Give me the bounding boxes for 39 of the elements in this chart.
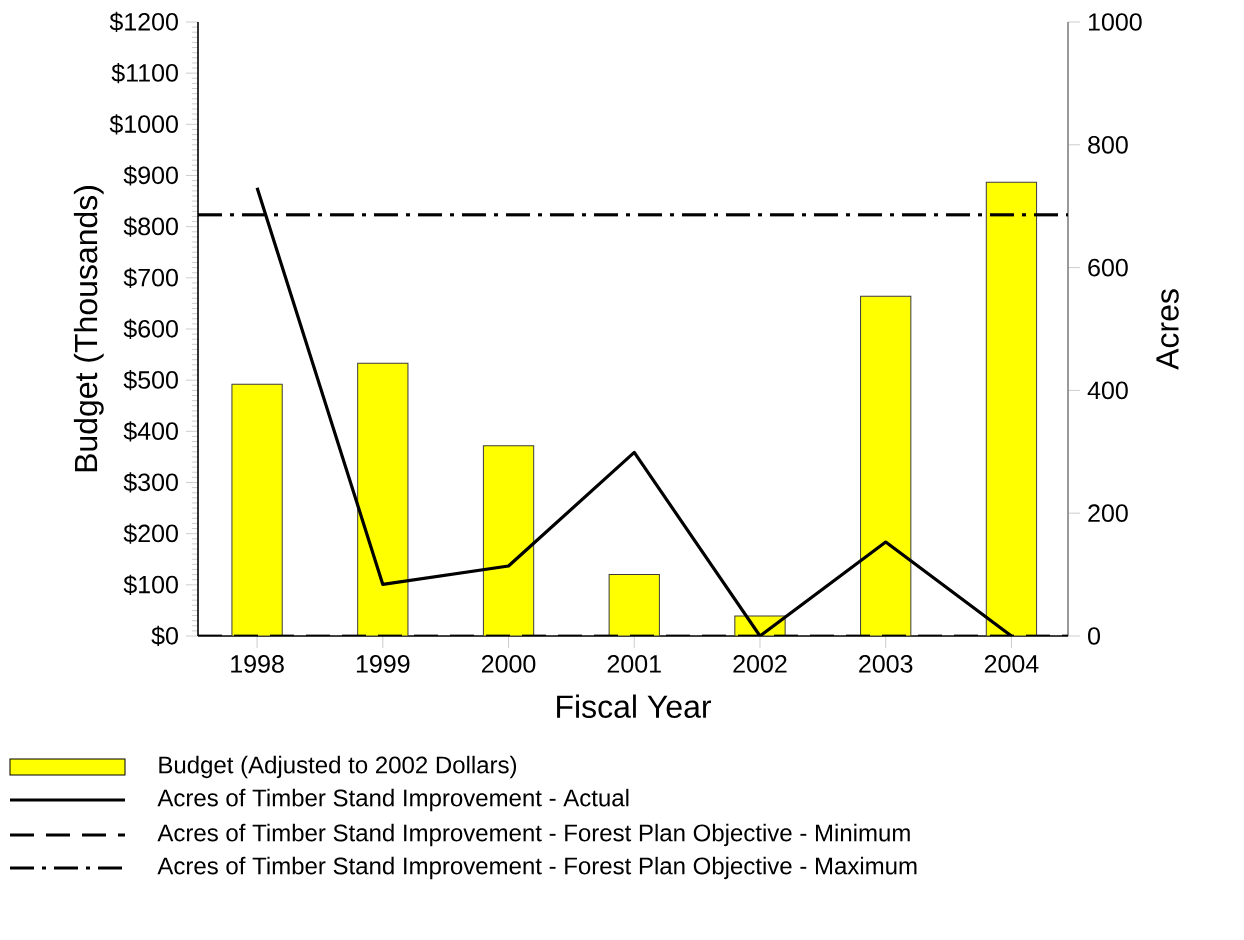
legend-label: Acres of Timber Stand Improvement - Forest Plan Objective - Maximum xyxy=(157,856,917,880)
y2-tick-label: 0 xyxy=(1088,627,1100,645)
y-tick-label: $700 xyxy=(123,267,178,288)
y2-axis-title: Acres xyxy=(1156,289,1179,370)
y-tick-label: $300 xyxy=(123,472,178,493)
x-axis-title: Fiscal Year xyxy=(557,694,712,718)
x-tick-label: 1998 xyxy=(231,655,284,673)
bar xyxy=(608,574,660,636)
y-tick-label: $900 xyxy=(123,165,178,186)
x-tick-label: 2001 xyxy=(607,655,661,673)
y-tick-label: $600 xyxy=(123,318,178,340)
legend-label: Budget (Adjusted to 2002 Dollars) xyxy=(159,755,517,779)
bar xyxy=(985,181,1038,636)
y2-tick-label: 1000 xyxy=(1088,13,1142,31)
bar xyxy=(231,383,283,636)
bar xyxy=(357,362,409,636)
y2-tick-label: 200 xyxy=(1088,504,1128,523)
y-tick-label: $500 xyxy=(123,370,178,391)
y2-tick-label: 400 xyxy=(1087,381,1128,400)
x-tick-label: 1999 xyxy=(356,655,410,673)
y2-tick-label: 600 xyxy=(1088,258,1128,277)
legend-label: Acres of Timber Stand Improvement - Actual xyxy=(157,788,629,812)
bar xyxy=(860,295,912,636)
y2-tick-label: 800 xyxy=(1088,135,1128,154)
y-tick-label: $0 xyxy=(151,625,178,647)
y-tick-label: $1200 xyxy=(109,11,178,33)
x-tick-label: 2004 xyxy=(984,655,1039,673)
y-tick-label: $1000 xyxy=(109,114,178,135)
legend-label: Acres of Timber Stand Improvement - Forest Plan Objective - Minimum xyxy=(157,823,910,847)
bar xyxy=(482,445,535,636)
x-tick-label: 2002 xyxy=(733,655,787,673)
y-tick-label: $200 xyxy=(123,523,178,544)
y-tick-label: $1100 xyxy=(111,63,178,84)
y-tick-label: $400 xyxy=(123,421,178,442)
y-tick-label: $800 xyxy=(123,216,178,237)
x-tick-label: 2000 xyxy=(481,655,536,673)
y-axis-title: Budget (Thousands) xyxy=(73,186,104,472)
x-tick-label: 2003 xyxy=(859,655,913,673)
y-tick-label: $100 xyxy=(123,574,178,595)
